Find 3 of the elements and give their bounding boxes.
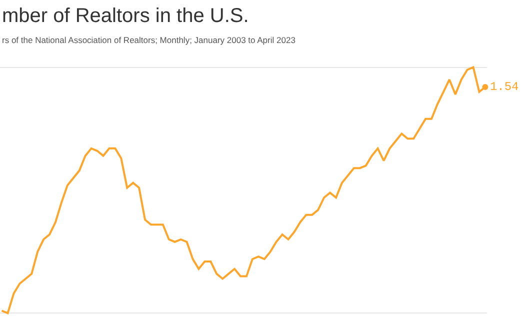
chart-subtitle: rs of the National Association of Realtors; Monthly; January 2003 to April 2023 [2,35,296,45]
chart-title: mber of Realtors in the U.S. [2,5,249,27]
text: 1.54 [490,80,519,94]
